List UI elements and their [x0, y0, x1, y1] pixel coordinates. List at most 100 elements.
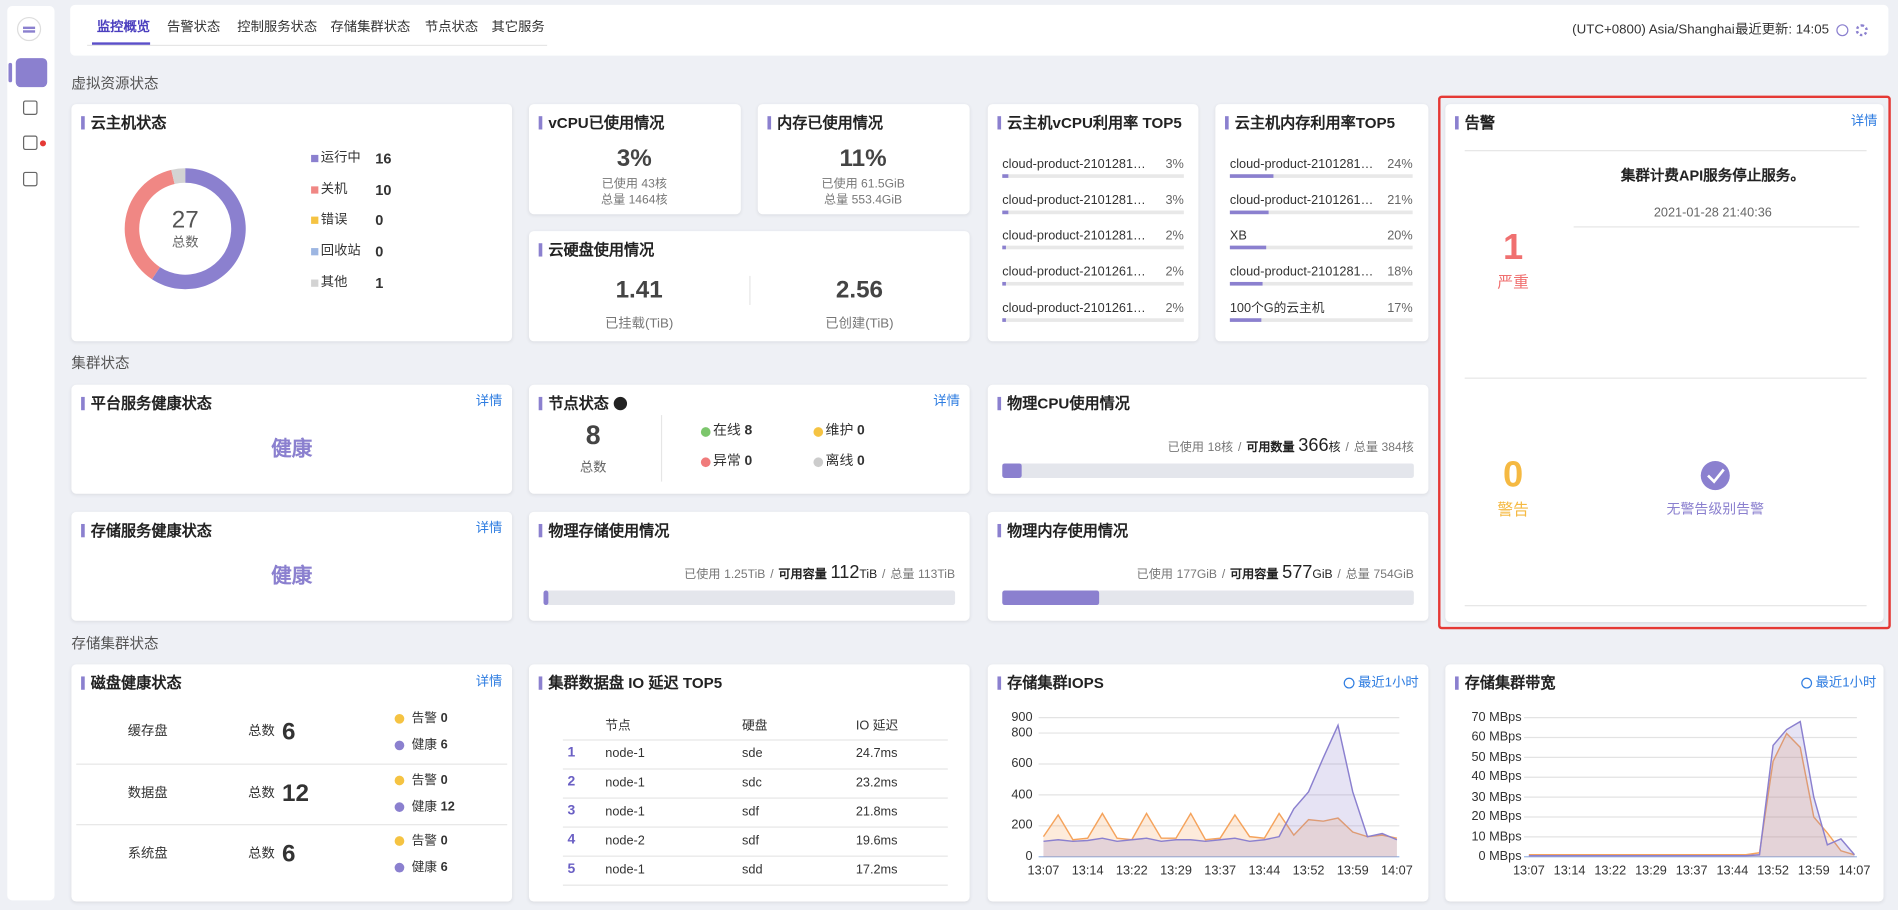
table-rank: 1 [567, 745, 576, 761]
title-marker [997, 116, 1002, 130]
detail-link[interactable]: 详情 [1850, 114, 1878, 129]
top5-value: 3% [1165, 192, 1184, 208]
top5-name: cloud-product-2101281… [1002, 157, 1146, 172]
menu-glyph [22, 26, 36, 29]
text: 0 [744, 454, 753, 469]
nav-tab[interactable]: 其它服务 [491, 19, 545, 35]
nav-tab[interactable]: 节点状态 [424, 19, 479, 35]
text: / [1337, 568, 1341, 582]
title-marker [81, 116, 85, 130]
legend-value: 10 [375, 181, 392, 199]
card-title: 云主机vCPU利用率 TOP5 [1007, 114, 1182, 132]
section-title: 存储集群状态 [71, 635, 159, 653]
text: 577 [1282, 562, 1313, 583]
title-marker [767, 116, 772, 130]
legend-swatch [311, 248, 319, 256]
y-tick-label: 60 MBps [1471, 729, 1522, 745]
text: 异常 [712, 454, 741, 469]
text: 告警 [411, 711, 437, 726]
time-range[interactable]: 最近1小时 [1815, 675, 1877, 691]
card-title: 内存已使用情况 [777, 114, 884, 132]
x-tick-label: 13:59 [1797, 863, 1830, 879]
legend-value: 0 [375, 212, 384, 230]
disk-total-label: 总数 [248, 785, 275, 800]
title-marker [538, 396, 543, 411]
divider [87, 44, 548, 46]
status-dot [394, 862, 405, 873]
legend-value: 16 [375, 150, 392, 167]
legend-value: 0 [375, 243, 384, 261]
card-title: 磁盘健康状态 [90, 674, 182, 692]
card [71, 511, 513, 621]
section-title: 虚拟资源状态 [71, 75, 159, 92]
card [71, 384, 513, 494]
status-dot [813, 457, 824, 468]
text: 0 [440, 833, 448, 848]
card-title: 云硬盘使用情况 [548, 241, 655, 259]
nav-icon [22, 135, 38, 151]
nav-tab[interactable]: 存储集群状态 [330, 19, 411, 35]
alarm-time: 2021-01-28 21:40:36 [1653, 205, 1772, 220]
progress-track [1229, 282, 1413, 286]
detail-link[interactable]: 详情 [475, 520, 503, 536]
usage-text: 已使用 177 GiB / 可用容量 577 GiB / 总量 754 GiB [1137, 563, 1414, 581]
divider [660, 415, 663, 482]
progress-fill [1002, 210, 1008, 214]
card [71, 104, 513, 342]
top5-name: cloud-product-2101261… [1002, 264, 1146, 280]
title-marker [538, 676, 543, 690]
detail-link[interactable]: 详情 [933, 393, 960, 409]
text: 0 [440, 711, 448, 726]
node-status: 离线 0 [826, 455, 865, 469]
card [987, 104, 1199, 342]
title-marker [1225, 116, 1229, 130]
progress-track [1002, 210, 1184, 214]
nav-tab[interactable]: 告警状态 [167, 19, 221, 35]
y-tick-label: 50 MBps [1471, 749, 1522, 765]
status-dot [700, 457, 711, 468]
text: 可用数量 [1246, 441, 1295, 455]
table-cell: 17.2ms [855, 862, 898, 878]
legend-label: 关机 [320, 181, 348, 197]
y-tick-label: 800 [1011, 725, 1033, 740]
nav-tab[interactable]: 监控概览 [96, 19, 151, 35]
text: 健康 [411, 798, 437, 814]
text: / [1221, 568, 1226, 582]
text: GiB [1393, 568, 1414, 582]
text: 384 [1381, 441, 1402, 455]
nav-tab[interactable]: 控制服务状态 [237, 19, 318, 35]
disk-value: 2.56 [835, 277, 884, 304]
legend-swatch [311, 279, 319, 287]
text: 可用容量 [1230, 568, 1279, 582]
refresh-icon [1836, 24, 1849, 37]
text: 核 [1328, 441, 1341, 455]
status-dot [394, 836, 405, 846]
card [71, 664, 513, 902]
text: 离线 [825, 454, 854, 469]
legend-value: 1 [375, 274, 384, 292]
card-title: 存储服务健康状态 [90, 522, 212, 540]
card [757, 104, 970, 215]
top5-value: 21% [1387, 192, 1413, 208]
card [528, 384, 970, 494]
status-dot [813, 427, 824, 437]
text: 12 [440, 798, 455, 814]
disk-total: 12 [282, 779, 309, 807]
card-title: 云主机内存利用率TOP5 [1234, 114, 1396, 132]
detail-link[interactable]: 详情 [475, 393, 503, 409]
text: TiB [937, 568, 956, 582]
legend-label: 其他 [320, 275, 348, 290]
detail-link[interactable]: 详情 [475, 674, 503, 690]
table-cell: 23.2ms [855, 775, 898, 790]
time-range[interactable]: 最近1小时 [1358, 675, 1419, 691]
progress-track [1002, 463, 1414, 478]
help-icon [613, 396, 628, 411]
card-title: 存储集群带宽 [1464, 674, 1556, 692]
x-tick-label: 13:14 [1071, 863, 1104, 879]
x-tick-label: 13:59 [1336, 863, 1369, 879]
top5-name: 100个G的云主机 [1229, 300, 1325, 316]
top5-name: cloud-product-2101281… [1002, 228, 1146, 244]
card-title: vCPU已使用情况 [548, 114, 665, 132]
y-tick-label: 0 MBps [1478, 849, 1522, 864]
